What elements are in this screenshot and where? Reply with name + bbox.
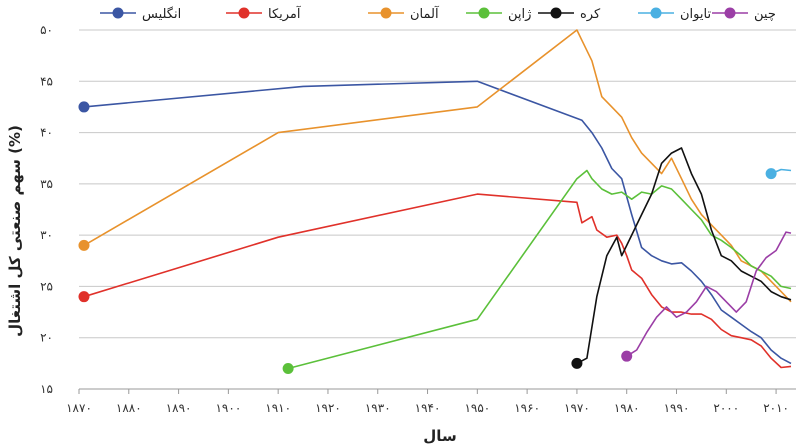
x-tick-label: ۱۹۵۰ xyxy=(464,401,490,415)
x-tick-label: ۲۰۰۰ xyxy=(713,401,739,415)
x-tick-label: ۱۸۷۰ xyxy=(66,401,92,415)
y-tick-label: ۲۵ xyxy=(40,279,53,293)
legend-item: آمریکا xyxy=(226,5,302,22)
y-tick-label: ۱۵ xyxy=(40,382,53,396)
grid-layer xyxy=(79,29,796,390)
y-tick-label: ۴۵ xyxy=(40,74,53,88)
x-tick-label: ۱۸۸۰ xyxy=(116,401,142,415)
x-tick-label: ۱۹۸۰ xyxy=(614,401,640,415)
legend-label: کره xyxy=(580,7,601,22)
series-start-point xyxy=(78,101,90,113)
y-tick-label: ۵۰ xyxy=(40,23,53,37)
legend-swatch-dot xyxy=(238,7,250,19)
series-layer xyxy=(78,29,792,374)
legend: انگلیس آمریکا آلمان ژاپن کره تایوان چین xyxy=(100,5,776,22)
legend-swatch-dot xyxy=(112,7,124,19)
legend-label: آلمان xyxy=(410,5,440,22)
series-line xyxy=(576,147,792,365)
x-tick-label: ۱۹۲۰ xyxy=(315,401,341,415)
x-tick-label: ۱۹۳۰ xyxy=(365,401,391,415)
y-axis-label: سهم صنعتی کل اشتغال (%) xyxy=(6,125,24,337)
legend-item: چین xyxy=(712,7,776,22)
series-start-point xyxy=(78,291,90,303)
series-line xyxy=(83,29,792,303)
legend-label: تایوان xyxy=(680,7,711,22)
series-start-point xyxy=(571,357,583,369)
x-tick-label: ۱۹۹۰ xyxy=(664,401,690,415)
series-start-point xyxy=(78,239,90,251)
y-tick-label: ۴۰ xyxy=(40,126,53,140)
x-tick-label: ۱۹۷۰ xyxy=(564,401,590,415)
series-start-point xyxy=(765,168,777,180)
axes-layer: ۱۵ ۲۰ ۲۵ ۳۰ ۳۵ ۴۰ ۴۵ ۵۰ ۱۸۷۰ ۱۸۸۰ ۱۸۹۰ ۱۹۰۰ ۱۹۱۰ ۱۹۲۰… xyxy=(40,23,796,415)
x-tick-label: ۲۰۱۰ xyxy=(763,401,789,415)
legend-swatch-dot xyxy=(650,7,662,19)
legend-label: ژاپن xyxy=(508,7,531,22)
legend-label: آمریکا xyxy=(268,5,302,22)
y-tick-label: ۳۰ xyxy=(40,228,53,242)
y-tick-label: ۳۵ xyxy=(40,177,53,191)
legend-label: چین xyxy=(754,7,776,22)
legend-item: کره xyxy=(538,7,601,22)
x-tick-label: ۱۹۱۰ xyxy=(265,401,291,415)
x-tick-label: ۱۸۹۰ xyxy=(166,401,192,415)
x-axis-label: سال xyxy=(423,427,456,445)
series-line xyxy=(83,193,792,369)
legend-swatch-dot xyxy=(478,7,490,19)
series-start-point xyxy=(621,350,633,362)
legend-item: آلمان xyxy=(368,5,440,22)
legend-item: انگلیس xyxy=(100,6,181,22)
legend-swatch-dot xyxy=(550,7,562,19)
series-line xyxy=(287,169,792,370)
legend-item: تایوان xyxy=(638,7,711,22)
series-line xyxy=(83,80,792,365)
x-tick-label: ۱۹۶۰ xyxy=(514,401,540,415)
x-tick-label: ۱۹۴۰ xyxy=(415,401,441,415)
legend-swatch-dot xyxy=(724,7,736,19)
series-line xyxy=(626,231,792,357)
legend-swatch-dot xyxy=(380,7,392,19)
x-tick-label: ۱۹۰۰ xyxy=(215,401,241,415)
y-tick-label: ۲۰ xyxy=(40,331,53,345)
series-start-point xyxy=(282,362,294,374)
legend-label: انگلیس xyxy=(142,6,181,22)
legend-item: ژاپن xyxy=(466,7,531,22)
